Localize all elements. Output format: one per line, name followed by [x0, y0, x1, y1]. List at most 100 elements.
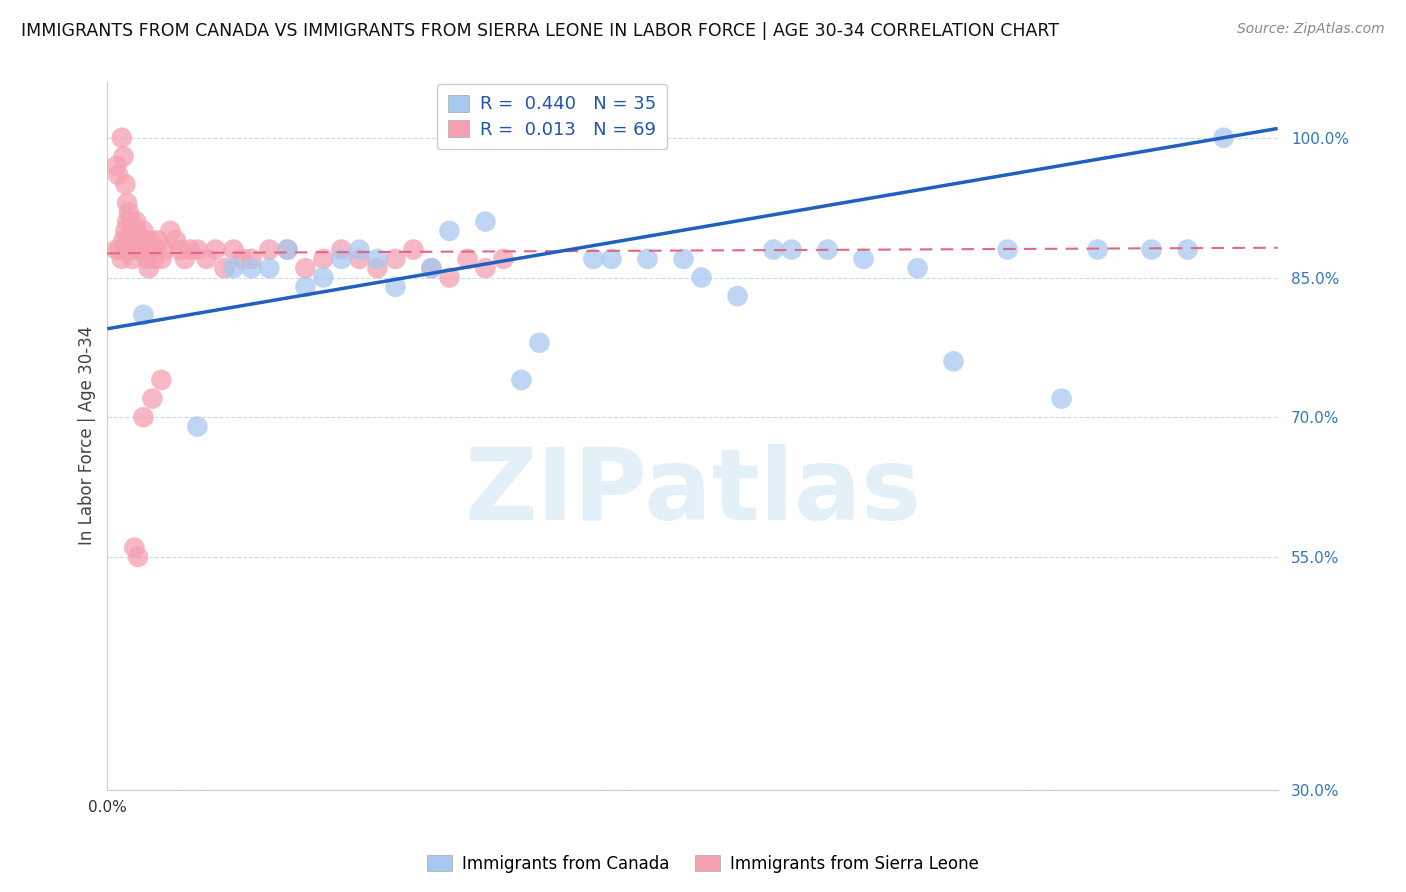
Text: Source: ZipAtlas.com: Source: ZipAtlas.com [1237, 22, 1385, 37]
Point [145, 243, 167, 257]
Legend: Immigrants from Canada, Immigrants from Sierra Leone: Immigrants from Canada, Immigrants from … [420, 848, 986, 880]
Point [150, 373, 173, 387]
Point [1087, 243, 1109, 257]
Point [115, 196, 138, 211]
Point [124, 541, 146, 555]
Point [312, 270, 335, 285]
Point [118, 205, 141, 219]
Point [127, 243, 149, 257]
Point [134, 233, 156, 247]
Point [132, 410, 155, 425]
Point [1212, 130, 1234, 145]
Point [690, 270, 713, 285]
Point [214, 261, 236, 276]
Point [582, 252, 605, 266]
Point [153, 243, 176, 257]
Point [852, 252, 875, 266]
Point [294, 280, 316, 294]
Point [141, 243, 163, 257]
Point [159, 224, 181, 238]
Point [456, 252, 478, 266]
Point [997, 243, 1019, 257]
Point [330, 252, 353, 266]
Point [600, 252, 623, 266]
Point [114, 243, 136, 257]
Point [173, 252, 195, 266]
Point [907, 261, 929, 276]
Point [817, 243, 839, 257]
Point [150, 252, 173, 266]
Point [111, 130, 134, 145]
Point [312, 252, 335, 266]
Point [474, 261, 496, 276]
Point [136, 252, 159, 266]
Point [231, 252, 253, 266]
Point [529, 335, 551, 350]
Point [186, 243, 208, 257]
Point [276, 243, 298, 257]
Point [141, 392, 163, 406]
Point [259, 261, 281, 276]
Text: ZIPatlas: ZIPatlas [464, 444, 921, 541]
Point [169, 243, 191, 257]
Point [127, 233, 149, 247]
Point [121, 252, 143, 266]
Point [1050, 392, 1073, 406]
Point [165, 233, 187, 247]
Point [125, 224, 148, 238]
Point [366, 252, 388, 266]
Point [179, 243, 201, 257]
Point [112, 149, 135, 163]
Point [120, 214, 142, 228]
Point [138, 261, 160, 276]
Point [127, 549, 149, 564]
Point [105, 159, 128, 173]
Point [132, 224, 155, 238]
Point [780, 243, 803, 257]
Point [115, 214, 138, 228]
Point [131, 233, 153, 247]
Text: IMMIGRANTS FROM CANADA VS IMMIGRANTS FROM SIERRA LEONE IN LABOR FORCE | AGE 30-3: IMMIGRANTS FROM CANADA VS IMMIGRANTS FRO… [21, 22, 1059, 40]
Point [384, 280, 406, 294]
Point [1140, 243, 1163, 257]
Point [186, 419, 208, 434]
Point [146, 233, 169, 247]
Point [108, 243, 131, 257]
Y-axis label: In Labor Force | Age 30-34: In Labor Force | Age 30-34 [79, 326, 96, 546]
Point [1177, 243, 1199, 257]
Point [439, 224, 461, 238]
Point [366, 261, 388, 276]
Point [474, 214, 496, 228]
Point [120, 243, 142, 257]
Point [276, 243, 298, 257]
Point [222, 243, 245, 257]
Point [125, 214, 148, 228]
Point [139, 233, 162, 247]
Point [402, 243, 425, 257]
Point [492, 252, 515, 266]
Point [349, 243, 371, 257]
Point [942, 354, 965, 368]
Point [259, 243, 281, 257]
Point [672, 252, 695, 266]
Point [384, 252, 406, 266]
Point [118, 243, 141, 257]
Point [439, 270, 461, 285]
Point [204, 243, 226, 257]
Point [762, 243, 785, 257]
Point [195, 252, 218, 266]
Point [107, 168, 129, 182]
Point [420, 261, 443, 276]
Point [143, 252, 166, 266]
Point [128, 243, 150, 257]
Point [637, 252, 659, 266]
Point [222, 261, 245, 276]
Point [420, 261, 443, 276]
Point [132, 308, 155, 322]
Point [111, 252, 134, 266]
Point [330, 243, 353, 257]
Point [114, 178, 136, 192]
Point [294, 261, 316, 276]
Point [114, 224, 136, 238]
Point [510, 373, 533, 387]
